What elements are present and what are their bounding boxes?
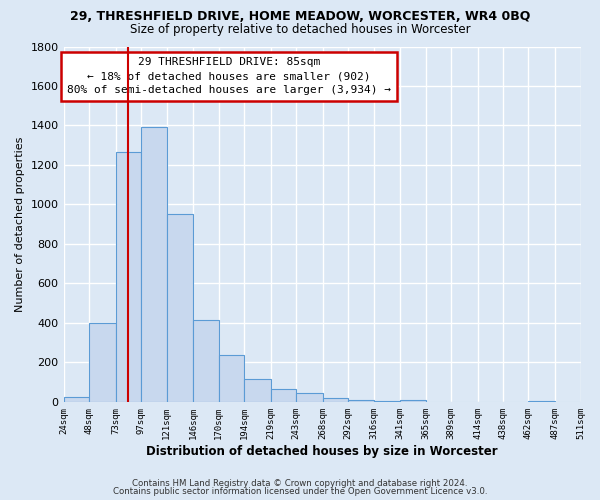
X-axis label: Distribution of detached houses by size in Worcester: Distribution of detached houses by size …	[146, 444, 498, 458]
Bar	[244, 379, 271, 402]
Bar	[271, 389, 296, 402]
Text: Contains public sector information licensed under the Open Government Licence v3: Contains public sector information licen…	[113, 487, 487, 496]
Bar	[400, 400, 425, 402]
Y-axis label: Number of detached properties: Number of detached properties	[15, 136, 25, 312]
Text: Size of property relative to detached houses in Worcester: Size of property relative to detached ho…	[130, 22, 470, 36]
Text: Contains HM Land Registry data © Crown copyright and database right 2024.: Contains HM Land Registry data © Crown c…	[132, 478, 468, 488]
Bar	[323, 398, 348, 402]
Bar	[167, 214, 193, 402]
Text: 29, THRESHFIELD DRIVE, HOME MEADOW, WORCESTER, WR4 0BQ: 29, THRESHFIELD DRIVE, HOME MEADOW, WORC…	[70, 10, 530, 23]
Bar	[193, 320, 218, 402]
Bar	[296, 393, 323, 402]
Bar	[64, 397, 89, 402]
Bar	[141, 128, 167, 402]
Bar	[116, 152, 141, 402]
Bar	[374, 401, 400, 402]
Bar	[529, 401, 555, 402]
Bar	[218, 356, 244, 402]
Bar	[348, 400, 374, 402]
Text: 29 THRESHFIELD DRIVE: 85sqm
← 18% of detached houses are smaller (902)
80% of se: 29 THRESHFIELD DRIVE: 85sqm ← 18% of det…	[67, 57, 391, 95]
Bar	[89, 323, 116, 402]
